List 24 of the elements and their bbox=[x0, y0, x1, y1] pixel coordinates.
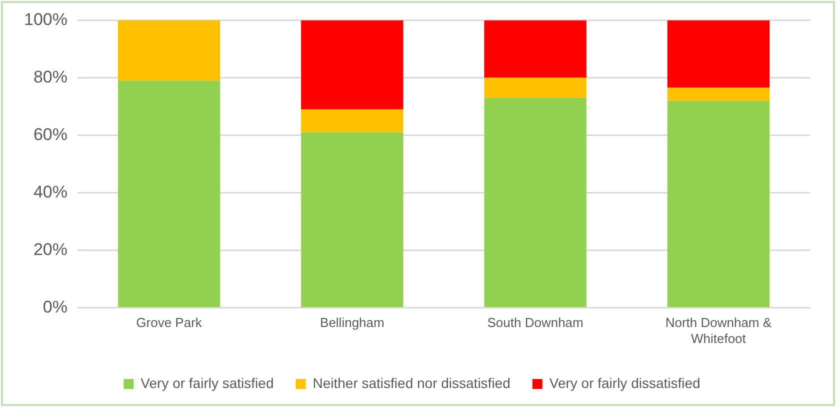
y-tick-label: 0% bbox=[42, 297, 68, 316]
bar bbox=[301, 109, 404, 132]
bar bbox=[118, 20, 220, 81]
bar bbox=[667, 20, 770, 88]
y-tick-label: 60% bbox=[33, 124, 68, 144]
bar bbox=[484, 98, 586, 308]
y-tick-label: 40% bbox=[33, 182, 68, 202]
bar bbox=[667, 100, 770, 308]
x-tick-label: Grove Park bbox=[136, 315, 202, 330]
legend-label: Neither satisfied nor dissatisfied bbox=[312, 374, 510, 391]
bar bbox=[118, 80, 220, 308]
bar bbox=[484, 20, 586, 78]
legend-label: Very or fairly dissatisfied bbox=[549, 374, 700, 391]
y-tick-label: 100% bbox=[24, 10, 68, 29]
legend-label: Very or fairly satisfied bbox=[140, 374, 274, 391]
bar bbox=[667, 88, 770, 101]
x-tick-label: North Downham & Whitefoot bbox=[665, 315, 772, 346]
y-tick-label: 80% bbox=[33, 67, 68, 86]
x-tick-label: South Downham bbox=[487, 315, 584, 330]
x-tick-label: Bellingham bbox=[320, 315, 384, 330]
bar bbox=[301, 20, 404, 110]
bar bbox=[301, 132, 404, 308]
bar bbox=[484, 78, 586, 98]
y-tick-label: 20% bbox=[33, 240, 68, 259]
